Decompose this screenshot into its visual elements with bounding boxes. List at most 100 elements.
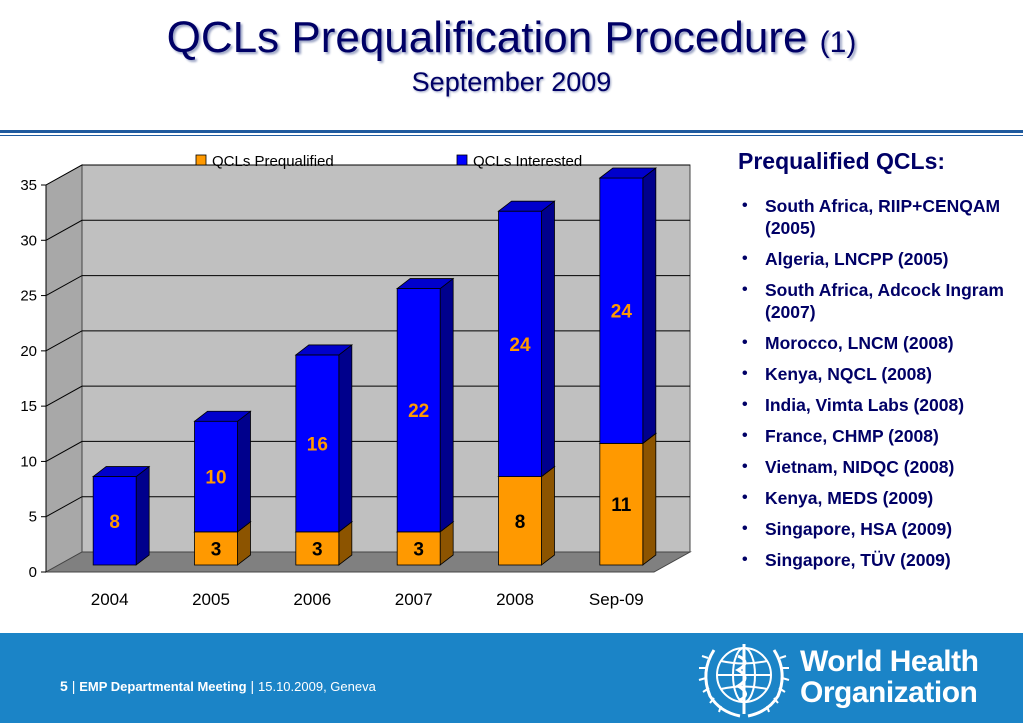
prequalified-qcls-panel: Prequalified QCLs: • South Africa, RIIP+C… [735, 148, 1020, 580]
data-label: 24 [509, 335, 531, 356]
footer-text: 5 | EMP Departmental Meeting | 15.10.200… [60, 678, 376, 694]
x-axis-ticks: 2004 2005 2006 2007 2008 Sep-09 [91, 590, 644, 609]
data-label: 10 [205, 468, 226, 489]
bar-segment [498, 210, 542, 477]
prequalified-qcl-text: Morocco, LNCM (2008) [765, 333, 954, 353]
slide-title-text: QCLs Prequalification Procedure [166, 13, 808, 62]
x-tick-label: 2004 [91, 590, 129, 609]
bullet-icon: • [742, 489, 748, 506]
panel-title: Prequalified QCLs: [738, 148, 946, 174]
x-tick-label: 2005 [192, 590, 230, 609]
bar-segment [599, 442, 644, 566]
bullet-icon: • [742, 551, 748, 568]
legend-swatch [195, 154, 207, 166]
slide-title: QCLs Prequalification Procedure (1) [0, 14, 1023, 67]
bar-top [193, 410, 252, 422]
chart-legend: QCLs Prequalified QCLs Interested [195, 153, 582, 170]
bullet-icon: • [742, 250, 748, 267]
who-emblem-icon [698, 644, 790, 718]
who-wordmark: World Health Organization [800, 645, 979, 709]
prequalified-qcl-text: Singapore, HSA (2009) [765, 519, 953, 539]
bar-side [439, 277, 454, 533]
bar-top [91, 466, 151, 477]
x-tick-label: 2008 [496, 590, 534, 609]
who-wordmark-line1: World Health [800, 645, 979, 678]
y-tick-label: 20 [20, 343, 37, 360]
bullet-icon: • [742, 427, 748, 444]
gridline [45, 496, 690, 518]
prequalified-qcl-item: • Kenya, MEDS (2009) [735, 487, 1020, 509]
chart-frame [44, 164, 692, 573]
bullet-icon: • [742, 520, 748, 537]
bar-segment [92, 476, 137, 566]
bar-side [541, 200, 555, 478]
bar-top [497, 200, 556, 212]
bar-segment [295, 354, 340, 533]
data-label: 8 [109, 512, 120, 533]
x-tick-label: Sep-09 [589, 590, 644, 609]
chart-side-wall [45, 164, 83, 573]
bullet-icon: • [742, 334, 748, 351]
prequalified-qcl-text: South Africa, RIIP+CENQAM (2005) [765, 196, 1001, 238]
data-label: 11 [611, 495, 632, 516]
bar-side [135, 465, 150, 566]
prequalified-qcl-item: • South Africa, Adcock Ingram (2007) [735, 279, 1020, 323]
bar-side [338, 344, 353, 533]
prequalified-qcl-item: • Kenya, NQCL (2008) [735, 363, 1020, 385]
data-label: 8 [515, 512, 526, 533]
prequalified-qcl-item: • India, Vimta Labs (2008) [735, 394, 1020, 416]
gridline [45, 385, 690, 407]
chart-gridlines [45, 164, 690, 518]
chart-back-wall [81, 164, 691, 553]
prequalified-qcl-text: Algeria, LNCPP (2005) [765, 249, 949, 269]
y-tick-label: 35 [20, 177, 37, 194]
bullet-icon: • [742, 458, 748, 475]
y-tick-label: 0 [29, 564, 37, 581]
footer-separator: | [71, 678, 76, 694]
data-label: 22 [408, 401, 429, 422]
bar-top [395, 278, 455, 289]
prequalified-qcl-text: Singapore, TÜV (2009) [765, 550, 951, 570]
bar-segment [599, 177, 644, 444]
gridline [45, 440, 690, 462]
data-label: 3 [413, 539, 424, 560]
gridline [45, 330, 690, 352]
slide-header: QCLs Prequalification Procedure (1) Sept… [0, 14, 1023, 98]
bar-side [541, 465, 555, 566]
legend-label: QCLs Prequalified [212, 153, 334, 170]
prequalified-list: • South Africa, RIIP+CENQAM (2005) • Algeri… [735, 195, 1020, 571]
bar-segment [295, 531, 340, 566]
legend-label: QCLs Interested [473, 153, 582, 170]
prequalified-qcl-item: • Singapore, TÜV (2009) [735, 549, 1020, 571]
y-tick-label: 5 [29, 509, 37, 526]
y-tick-label: 25 [20, 288, 37, 305]
prequalified-qcl-text: France, CHMP (2008) [765, 426, 939, 446]
y-tick-label: 15 [20, 398, 37, 415]
bar-side [237, 410, 251, 533]
bar-segment [194, 420, 238, 533]
legend-swatch [456, 154, 468, 166]
gridline [45, 219, 690, 241]
bar-segment [396, 531, 441, 566]
page-number: 5 [60, 678, 68, 694]
prequalified-qcl-item: • Singapore, HSA (2009) [735, 518, 1020, 540]
y-axis-ticks: 0 5 10 15 20 25 30 35 [20, 177, 47, 581]
bar-side [642, 167, 657, 445]
data-label: 16 [307, 434, 328, 455]
prequalified-qcl-item: • Algeria, LNCPP (2005) [735, 248, 1020, 270]
bar-segment [194, 531, 238, 566]
who-wordmark-line2: Organization [800, 676, 978, 709]
bar-segment [498, 476, 542, 566]
bullet-icon: • [742, 396, 748, 413]
prequalified-qcl-item: • South Africa, RIIP+CENQAM (2005) [735, 195, 1020, 239]
header-divider-thin [0, 135, 1023, 136]
prequalified-qcl-item: • Vietnam, NIDQC (2008) [735, 456, 1020, 478]
prequalified-qcl-text: South Africa, Adcock Ingram (2007) [765, 280, 1004, 322]
chart-bars: 8 3 10 3 16 3 22 8 24 11 24 [91, 167, 658, 566]
gridline [45, 275, 690, 297]
y-tick-label: 30 [20, 232, 37, 249]
footer-separator: | [250, 678, 255, 694]
data-label: 3 [312, 539, 323, 560]
data-label: 24 [611, 302, 633, 323]
